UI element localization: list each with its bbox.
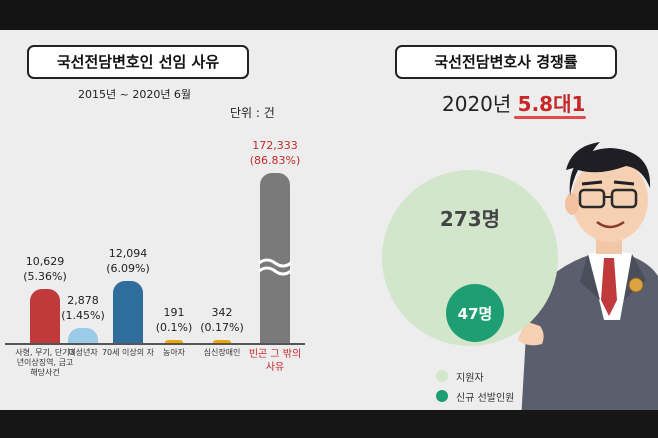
bar-3 bbox=[165, 340, 183, 343]
legend-applicants-label: 지원자 bbox=[456, 373, 484, 384]
bar-category-label-1: 미성년자 bbox=[68, 348, 98, 357]
legend-applicants-swatch bbox=[436, 370, 448, 382]
bar-value-label-3: 191 bbox=[163, 306, 185, 319]
bar-category-label-2: 70세 이상의 자 bbox=[101, 348, 155, 357]
bottom-dark-band bbox=[0, 410, 658, 438]
ratio-year: 2020년 bbox=[442, 92, 512, 116]
bar-percent-label-1: (1.45%) bbox=[61, 309, 105, 323]
bar-category-label-0: 사형, 무기, 단기3년이상징역, 금고해당사건 bbox=[15, 348, 75, 377]
bar-value-label-5: 172,333 bbox=[252, 139, 298, 152]
bar-1 bbox=[68, 328, 98, 343]
lawyer-illustration bbox=[518, 142, 658, 438]
bar-category-label-5: 빈곤 그 밖의 사유 bbox=[248, 349, 302, 373]
bar-5 bbox=[260, 173, 290, 343]
ratio-value: 5.8대1 bbox=[517, 92, 586, 116]
unit-label: 단위 : 건 bbox=[230, 106, 275, 120]
legend-selected-label: 신규 선발인원 bbox=[456, 393, 515, 404]
x-axis-line bbox=[5, 343, 305, 345]
bar-2 bbox=[113, 281, 143, 343]
bar-percent-label-2: (6.09%) bbox=[106, 262, 150, 275]
ratio-underline bbox=[514, 116, 586, 119]
bar-category-label-3: 농아자 bbox=[162, 348, 186, 357]
left-chart-title: 국선전담변호인 선임 사유 bbox=[27, 45, 249, 79]
right-chart-title: 국선전담변호사 경쟁률 bbox=[395, 45, 617, 79]
bar-percent-label-3: (0.1%) bbox=[155, 321, 193, 334]
selected-value-label: 47명 bbox=[458, 305, 493, 323]
bar-value-label-1: 2,878 bbox=[67, 294, 99, 308]
period-label: 2015년 ~ 2020년 6월 bbox=[78, 88, 192, 101]
bar-0 bbox=[30, 288, 60, 343]
bar-4 bbox=[213, 340, 231, 343]
bar-percent-label-5: (86.83%) bbox=[249, 154, 301, 167]
bar-percent-label-0: (5.36%) bbox=[23, 269, 67, 283]
bar-value-label-0: 10,629 bbox=[25, 254, 65, 268]
bar-value-label-2: 12,094 bbox=[108, 247, 148, 260]
bar-value-label-4: 342 bbox=[211, 306, 233, 319]
ratio-line: 2020년 5.8대1 bbox=[442, 88, 585, 117]
legend-selected-swatch bbox=[436, 390, 448, 402]
selected-circle bbox=[446, 284, 504, 342]
bar-category-label-4: 심신장애인 bbox=[203, 348, 241, 357]
top-dark-band bbox=[0, 0, 658, 30]
applicants-circle bbox=[382, 170, 558, 346]
bar-percent-label-4: (0.17%) bbox=[200, 321, 244, 334]
axis-break-mark bbox=[258, 258, 292, 276]
applicants-value-label: 273명 bbox=[440, 207, 500, 231]
